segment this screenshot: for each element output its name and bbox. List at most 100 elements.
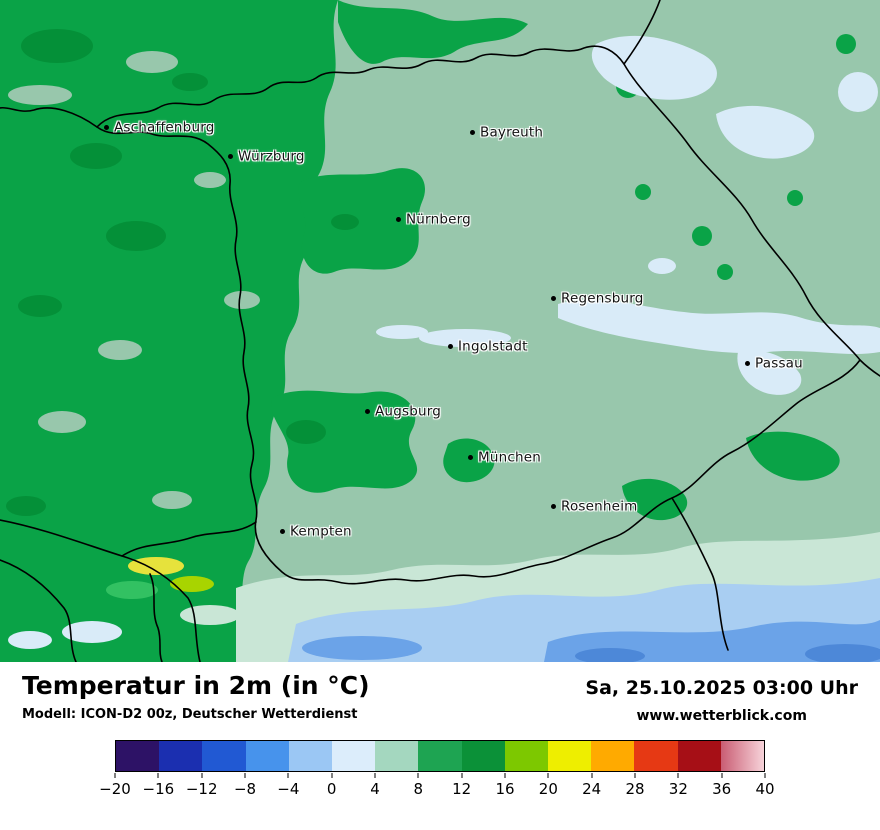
map-region-shape bbox=[96, 45, 861, 585]
map-region-shape bbox=[8, 631, 52, 649]
colorbar-tick-label: 8 bbox=[413, 780, 424, 798]
map-region-shape bbox=[331, 214, 359, 230]
map-region-shape bbox=[419, 329, 511, 347]
map-region-shape bbox=[859, 359, 880, 377]
map-borders bbox=[0, 0, 880, 662]
map-region-shape bbox=[558, 299, 880, 354]
map-region-shape bbox=[338, 0, 528, 64]
color-scale: −20 −16 −12 −8 −4 0 4 8 12 16 20 24 28 32 36 40 bbox=[99, 740, 775, 799]
colorbar-tick-label: 32 bbox=[668, 780, 688, 798]
colorbar-tick-label: −8 bbox=[233, 780, 257, 798]
city-dot bbox=[448, 344, 453, 349]
city-dot bbox=[745, 361, 750, 366]
colorbar-tick-label: 12 bbox=[452, 780, 472, 798]
map-region-shape bbox=[0, 519, 201, 662]
colorbar-tick-mark bbox=[764, 773, 766, 778]
map-region-shape bbox=[0, 106, 98, 128]
map-region-shape bbox=[836, 34, 856, 54]
map-region-shape bbox=[692, 226, 712, 246]
colorbar-tick-label: 24 bbox=[582, 780, 602, 798]
map-region-shape bbox=[18, 295, 62, 317]
map-region-shape bbox=[106, 581, 158, 599]
colorbar-tick-mark bbox=[374, 773, 376, 778]
info-right-column: Sa, 25.10.2025 03:00 Uhr www.wetterblick… bbox=[585, 672, 858, 724]
map-region-shape bbox=[38, 411, 86, 433]
colorbar-tick-label: −20 bbox=[99, 780, 131, 798]
colorbar-tick-label: 4 bbox=[370, 780, 380, 798]
map-region-shape bbox=[787, 190, 803, 206]
colorbar-segment bbox=[202, 741, 246, 771]
city-dot bbox=[551, 504, 556, 509]
map-region-shape bbox=[271, 390, 418, 493]
city-label: Aschaffenburg bbox=[114, 119, 215, 136]
city-dot bbox=[228, 154, 233, 159]
datetime-label: Sa, 25.10.2025 03:00 Uhr bbox=[585, 677, 858, 699]
map-region-shape bbox=[8, 85, 72, 105]
map-region-shape bbox=[302, 636, 422, 660]
map-region-shape bbox=[622, 478, 688, 521]
colorbar-tick-mark bbox=[417, 773, 419, 778]
city-dot bbox=[280, 529, 285, 534]
temperature-map bbox=[0, 0, 880, 662]
map-region-warm-spots bbox=[8, 557, 240, 649]
colorbar-tick-mark bbox=[634, 773, 636, 778]
map-region-shape bbox=[98, 340, 142, 360]
map-region-shape bbox=[121, 521, 257, 557]
colorbar-segment bbox=[288, 741, 333, 771]
city-label: Ingolstadt bbox=[458, 338, 528, 355]
map-region-shape bbox=[671, 497, 729, 651]
colorbar-segment bbox=[548, 741, 592, 771]
map-region-shape bbox=[62, 621, 122, 643]
city-dot bbox=[470, 130, 475, 135]
city-label: Regensburg bbox=[561, 290, 644, 307]
map-region-pale-blue bbox=[376, 35, 880, 395]
map-region-shape bbox=[126, 51, 178, 73]
colorbar-tick-mark bbox=[157, 773, 159, 778]
map-region-shape bbox=[6, 496, 46, 516]
colorbar-tick-mark bbox=[677, 773, 679, 778]
map-region-shape bbox=[443, 438, 495, 483]
city-layer: Aschaffenburg Würzburg Bayreuth Nürnberg Reg… bbox=[104, 119, 803, 540]
map-region-shape bbox=[172, 73, 208, 91]
info-panel-top: Temperatur in 2m (in °C) Modell: ICON-D2… bbox=[22, 671, 858, 724]
map-region-shape bbox=[286, 420, 326, 444]
colorbar-tick-label: −16 bbox=[142, 780, 175, 798]
colorbar-segment bbox=[418, 741, 462, 771]
city-dot bbox=[104, 125, 109, 130]
colorbar-segment bbox=[634, 741, 678, 771]
info-panel: Temperatur in 2m (in °C) Modell: ICON-D2… bbox=[0, 662, 880, 830]
map-region-shape bbox=[194, 172, 226, 188]
city-label: München bbox=[478, 449, 542, 466]
colorbar-tick-label: 16 bbox=[495, 780, 515, 798]
colorbar-segment bbox=[677, 741, 721, 771]
map-region-shape bbox=[70, 143, 122, 169]
map-region-shape bbox=[0, 559, 77, 662]
page-title: Temperatur in 2m (in °C) bbox=[22, 671, 370, 700]
colorbar-tick-mark bbox=[287, 773, 289, 778]
colorbar-segment bbox=[332, 741, 376, 771]
map-region-shape bbox=[838, 72, 878, 112]
map-region-shape bbox=[298, 168, 426, 274]
colorbar-segment bbox=[245, 741, 289, 771]
map-region-shape bbox=[149, 573, 163, 662]
info-left-column: Temperatur in 2m (in °C) Modell: ICON-D2… bbox=[22, 671, 370, 722]
map-region-shape bbox=[128, 557, 184, 575]
colorbar-tick-mark bbox=[461, 773, 463, 778]
city-label: Nürnberg bbox=[406, 211, 471, 228]
colorbar-segment bbox=[461, 741, 505, 771]
map-region-shape bbox=[635, 184, 651, 200]
map-region-shape bbox=[648, 258, 676, 274]
colorbar-tick-mark bbox=[504, 773, 506, 778]
city-label: Augsburg bbox=[375, 403, 442, 420]
colorbar-segment bbox=[159, 741, 203, 771]
colorbar-tick-mark bbox=[201, 773, 203, 778]
city-label: Passau bbox=[755, 355, 803, 372]
colorbar-tick-mark bbox=[114, 773, 116, 778]
map-area: Aschaffenburg Würzburg Bayreuth Nürnberg Reg… bbox=[0, 0, 880, 662]
map-region-shape bbox=[716, 105, 815, 159]
color-scale-ticks: −20 −16 −12 −8 −4 0 4 8 12 16 20 24 28 32 36 40 bbox=[99, 773, 775, 799]
city-dot bbox=[396, 217, 401, 222]
colorbar-tick-label: 28 bbox=[625, 780, 645, 798]
colorbar-segment bbox=[375, 741, 419, 771]
